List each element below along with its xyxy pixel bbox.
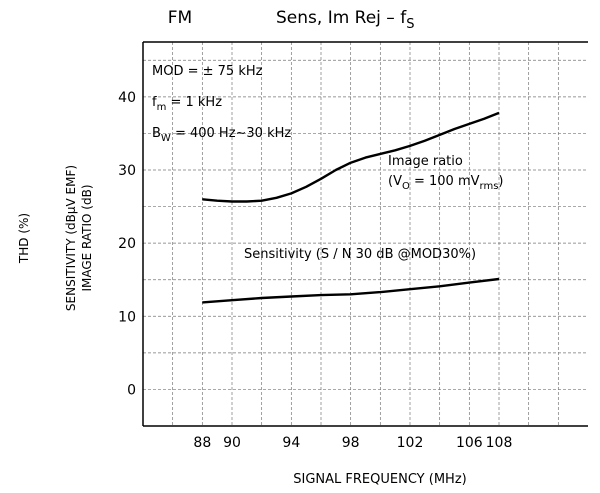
chart-lines (202, 111, 500, 304)
condition-mod: MOD = ± 75 kHz (152, 64, 263, 79)
y-axis-label-thd: THD (%) (17, 213, 31, 264)
x-tick-label: 98 (342, 435, 360, 451)
y-tick-label: 40 (118, 90, 136, 106)
series-annotation-image-ratio: (VO = 100 mVrms) (388, 174, 503, 192)
x-tick-label: 106 (456, 435, 483, 451)
y-tick-label: 20 (118, 236, 136, 252)
x-axis-label: SIGNAL FREQUENCY (MHz) (293, 472, 466, 487)
x-tick-label: 90 (223, 435, 241, 451)
x-tick-label: 88 (193, 435, 211, 451)
series-label-image-ratio: Image ratio (388, 154, 463, 169)
chart-ticks: 0 10 20 30 40 88 90 94 98 102 106 108 (118, 90, 512, 451)
condition-fm: fm = 1 kHz (152, 95, 222, 113)
y-axis-label-image-ratio: IMAGE RATIO (dB) (80, 184, 94, 291)
x-tick-label: 94 (282, 435, 300, 451)
y-axis-label-sensitivity: SENSITIVITY (dBμV EMF) (64, 165, 78, 311)
y-tick-label: 10 (118, 309, 136, 325)
condition-bw: BW = 400 Hz∼30 kHz (152, 126, 291, 144)
chart-frame (142, 41, 588, 427)
chart-band-label: FM (168, 8, 192, 28)
chart-grid (143, 42, 588, 426)
y-tick-label: 30 (118, 163, 136, 179)
conditions-legend: MOD = ± 75 kHz fm = 1 kHz BW = 400 Hz∼30… (152, 64, 291, 144)
series-label-sensitivity: Sensitivity (S / N 30 dB @MOD30%) (244, 247, 476, 262)
y-tick-label: 0 (127, 382, 136, 398)
chart-title: Sens, Im Rej – fS (276, 8, 414, 32)
x-tick-label: 102 (397, 435, 424, 451)
series-line-sensitivity (202, 277, 500, 304)
x-tick-label: 108 (486, 435, 513, 451)
series-line-image-ratio (202, 111, 500, 203)
